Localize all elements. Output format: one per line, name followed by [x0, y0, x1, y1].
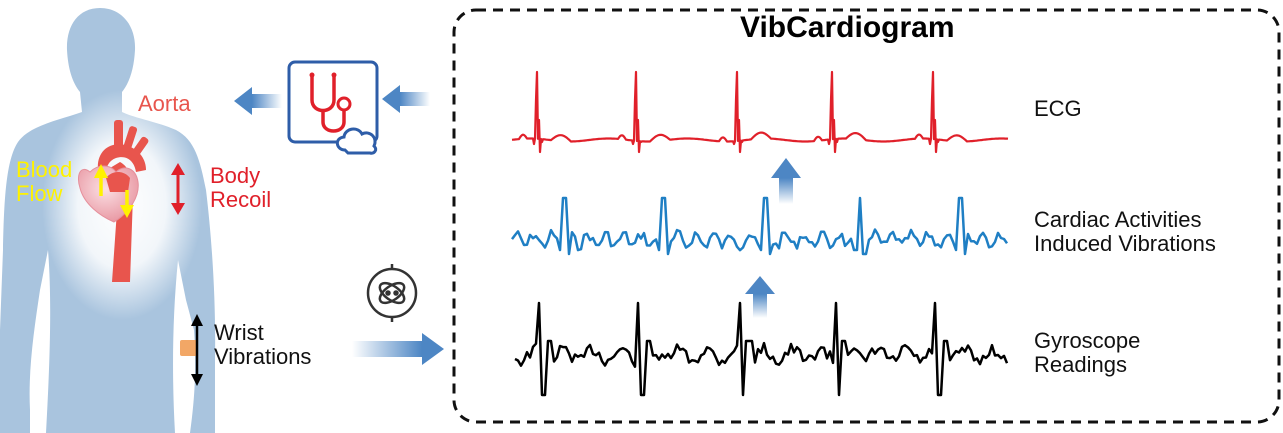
- flow-arrow-to-body: [234, 87, 282, 115]
- aorta-label-text: Aorta: [138, 91, 191, 116]
- blood-flow-arrows: [94, 164, 134, 218]
- blood-flow-label: Blood Flow: [16, 158, 72, 206]
- gyroscope-waveform: [514, 301, 1009, 397]
- flow-arrow-to-signals: [352, 333, 444, 365]
- vibration-waveform: [511, 196, 1009, 256]
- gyroscope-label: Gyroscope Readings: [1034, 329, 1140, 377]
- wrist-label-line2: Vibrations: [214, 343, 312, 369]
- ecg-waveform: [511, 70, 1009, 154]
- wrist-band: [180, 340, 198, 356]
- vibrations-label: Cardiac Activities Induced Vibrations: [1034, 208, 1216, 256]
- stethoscope-cloud-icon: [287, 60, 379, 155]
- body-recoil-label-line1: Body: [210, 163, 261, 188]
- aorta-label: Aorta: [138, 92, 191, 116]
- ecg-label: ECG: [1034, 97, 1082, 121]
- flow-arrow-to-stethoscope: [382, 85, 430, 113]
- flow-arrow-vib-to-ecg: [771, 158, 801, 204]
- gyroscope-label-line1: Gyroscope: [1034, 328, 1141, 353]
- vibrations-label-line1: Cardiac Activities: [1034, 207, 1202, 232]
- ecg-label-text: ECG: [1034, 96, 1082, 121]
- blood-flow-label-line1: Blood: [16, 157, 73, 182]
- diagram-title: VibCardiogram: [740, 11, 955, 44]
- aorta-root: [106, 172, 130, 192]
- wrist-vibration-arrow: [191, 314, 203, 386]
- wrist-label-line1: Wrist: [214, 320, 264, 345]
- body-recoil-label-line2: Recoil: [210, 186, 272, 212]
- body-recoil-arrow: [171, 163, 185, 215]
- blood-flow-label-line2: Flow: [16, 180, 63, 206]
- flow-arrow-gyro-to-vib: [745, 276, 775, 318]
- vibcardiogram-panel: [452, 8, 1281, 424]
- gyroscope-label-line2: Readings: [1034, 351, 1127, 377]
- gyroscope-icon: [366, 264, 418, 322]
- wrist-vibrations-label: Wrist Vibrations: [214, 321, 311, 369]
- vibrations-label-line2: Induced Vibrations: [1034, 230, 1216, 256]
- body-recoil-label: Body Recoil: [210, 164, 271, 212]
